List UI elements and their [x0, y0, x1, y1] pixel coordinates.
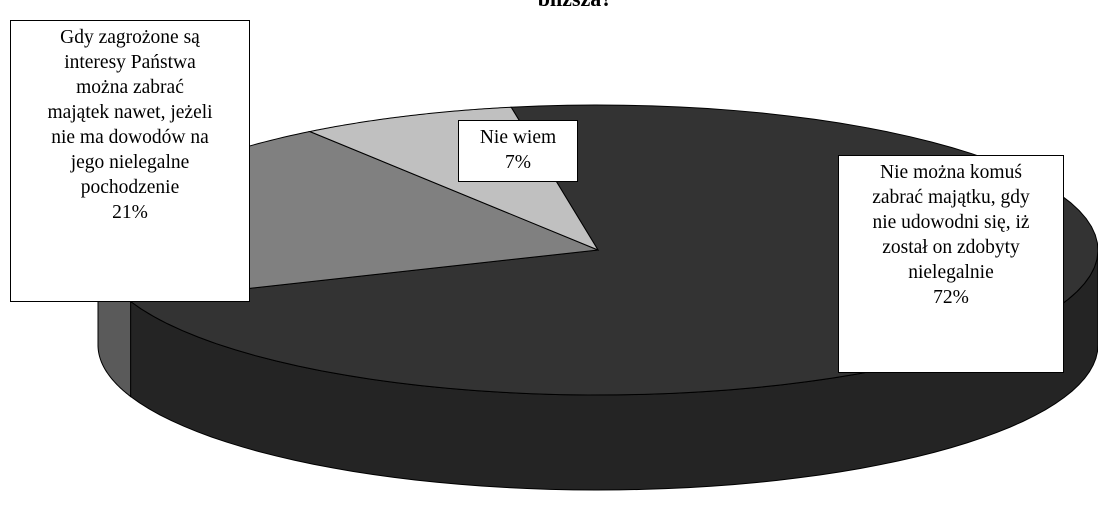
slice-label: Nie można komuś zabrać majątku, gdy nie …	[838, 155, 1064, 373]
value-label: 7%	[505, 152, 531, 173]
value-label: 72%	[933, 287, 969, 308]
chart-title: bliższa?	[0, 0, 1098, 12]
category-label: Nie wiem	[479, 127, 557, 148]
value-label: 21%	[112, 202, 148, 223]
category-label: Gdy zagrożone są interesy Państwa można …	[47, 27, 213, 198]
slice-label: Gdy zagrożone są interesy Państwa można …	[10, 20, 250, 302]
slice-label: Nie wiem 7%	[458, 120, 578, 182]
category-label: Nie można komuś zabrać majątku, gdy nie …	[872, 162, 1030, 283]
